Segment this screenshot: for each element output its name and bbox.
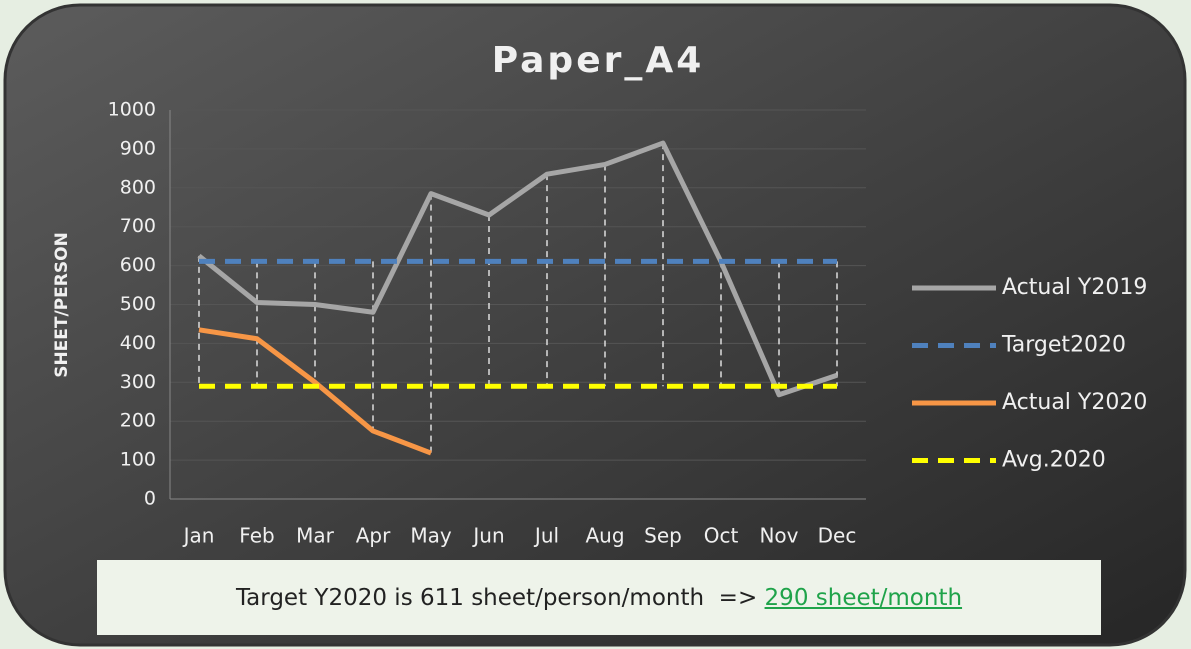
y-tick-label: 600 bbox=[120, 254, 156, 276]
panel bbox=[3, 3, 1187, 647]
note-link: 290 sheet/month bbox=[764, 584, 963, 611]
x-tick-label: Jul bbox=[533, 524, 559, 548]
y-axis-label: SHEET/PERSON bbox=[52, 232, 72, 378]
x-tick-label: Sep bbox=[644, 524, 682, 548]
y-tick-label: 800 bbox=[120, 176, 156, 198]
x-tick-label: Aug bbox=[585, 524, 624, 548]
y-tick-label: 0 bbox=[144, 488, 156, 510]
chart-title: Paper_A4 bbox=[492, 40, 705, 81]
legend-label: Target2020 bbox=[1001, 333, 1126, 358]
note-text: Target Y2020 is 611 sheet/person/month =… bbox=[235, 584, 758, 611]
x-tick-label: Jan bbox=[182, 524, 215, 548]
series-line bbox=[198, 327, 432, 456]
y-tick-label: 200 bbox=[120, 410, 156, 432]
y-tick-label: 400 bbox=[120, 332, 156, 354]
y-tick-label: 900 bbox=[120, 137, 156, 159]
x-tick-label: Nov bbox=[759, 524, 798, 548]
series-line bbox=[197, 140, 838, 398]
x-tick-label: Mar bbox=[296, 524, 335, 548]
y-tick-label: 700 bbox=[120, 215, 156, 237]
y-tick-label: 300 bbox=[120, 371, 156, 393]
x-tick-label: May bbox=[410, 524, 452, 548]
y-tick-label: 1000 bbox=[108, 99, 156, 121]
footer-note: Target Y2020 is 611 sheet/person/month =… bbox=[97, 560, 1101, 635]
x-tick-label: Jun bbox=[471, 524, 504, 548]
y-tick-label: 500 bbox=[120, 293, 156, 315]
legend-label: Actual Y2019 bbox=[1002, 275, 1147, 300]
y-tick-label: 100 bbox=[120, 449, 156, 471]
x-tick-label: Feb bbox=[239, 524, 274, 548]
legend-label: Actual Y2020 bbox=[1002, 390, 1147, 415]
x-tick-label: Dec bbox=[818, 524, 857, 548]
legend-label: Avg.2020 bbox=[1002, 448, 1106, 473]
x-tick-label: Oct bbox=[704, 524, 739, 548]
x-tick-label: Apr bbox=[356, 524, 391, 548]
